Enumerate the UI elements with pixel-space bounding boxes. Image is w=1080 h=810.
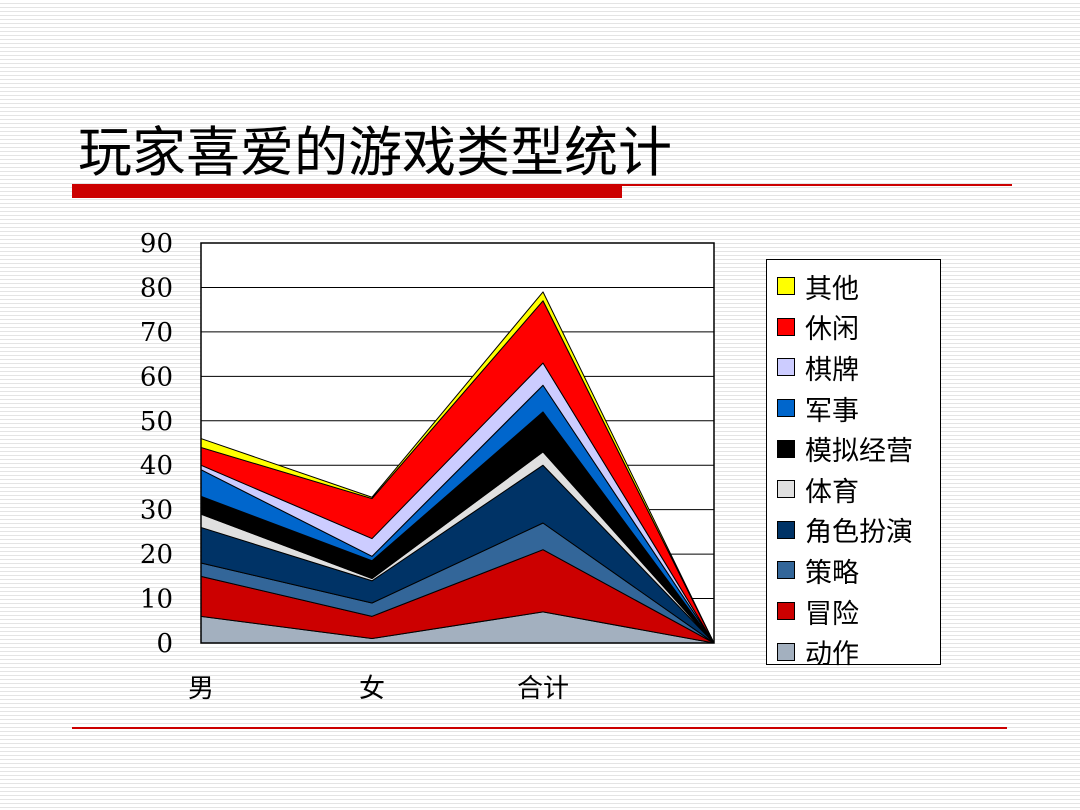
y-tick-label: 30 [140, 496, 173, 526]
legend-swatch [777, 358, 795, 377]
legend-label: 军事 [805, 395, 859, 427]
legend-label: 模拟经营 [805, 436, 913, 468]
legend-swatch [777, 439, 795, 458]
area-series [200, 291, 715, 644]
legend-item: 棋牌 [777, 347, 940, 388]
legend-item: 休闲 [777, 307, 940, 348]
legend-label: 体育 [805, 476, 859, 508]
legend-item: 军事 [777, 388, 940, 429]
x-tick-label: 男 [188, 674, 214, 704]
y-tick-label: 50 [140, 407, 173, 437]
legend-swatch [777, 317, 795, 336]
legend-item: 冒险 [777, 591, 940, 632]
legend-item: 其他 [777, 266, 940, 307]
legend-swatch [777, 520, 795, 539]
legend-swatch [777, 602, 795, 621]
legend-label: 棋牌 [805, 354, 859, 386]
legend-label: 动作 [805, 639, 859, 671]
chart-legend: 其他休闲棋牌军事模拟经营体育角色扮演策略冒险动作 [766, 259, 941, 670]
y-tick-label: 20 [140, 540, 173, 570]
y-tick-label: 80 [140, 273, 173, 303]
legend-swatch [777, 642, 795, 661]
area-series-9 [200, 291, 715, 644]
y-tick-label: 40 [140, 451, 173, 481]
y-tick-label: 70 [140, 318, 173, 348]
x-axis-ticks: 男 女 合计 [188, 674, 569, 704]
y-tick-label: 0 [156, 629, 173, 659]
legend-item: 策略 [777, 550, 940, 591]
legend-swatch [777, 277, 795, 296]
title-underline-thick [72, 185, 622, 198]
legend-label: 角色扮演 [805, 517, 913, 549]
plot-border [200, 242, 715, 644]
legend-label: 策略 [805, 557, 859, 589]
y-tick-label: 60 [140, 362, 173, 392]
legend-swatch [777, 480, 795, 499]
y-axis-ticks: 0 10 20 30 40 50 60 70 80 90 [140, 229, 173, 659]
x-tick-label: 女 [359, 674, 385, 704]
legend-label: 冒险 [805, 598, 859, 630]
y-tick-label: 10 [140, 585, 173, 615]
legend-item: 模拟经营 [777, 428, 940, 469]
legend-label: 其他 [805, 273, 859, 305]
footer-divider [72, 727, 1007, 729]
legend-item: 角色扮演 [777, 510, 940, 551]
x-tick-label: 合计 [517, 674, 569, 704]
legend-swatch [777, 399, 795, 418]
y-tick-label: 90 [140, 229, 173, 259]
slide-title: 玩家喜爱的游戏类型统计 [78, 121, 672, 184]
legend-label: 休闲 [805, 314, 859, 346]
legend-item: 体育 [777, 469, 940, 510]
legend-item: 动作 [777, 631, 940, 672]
legend-swatch [777, 561, 795, 580]
